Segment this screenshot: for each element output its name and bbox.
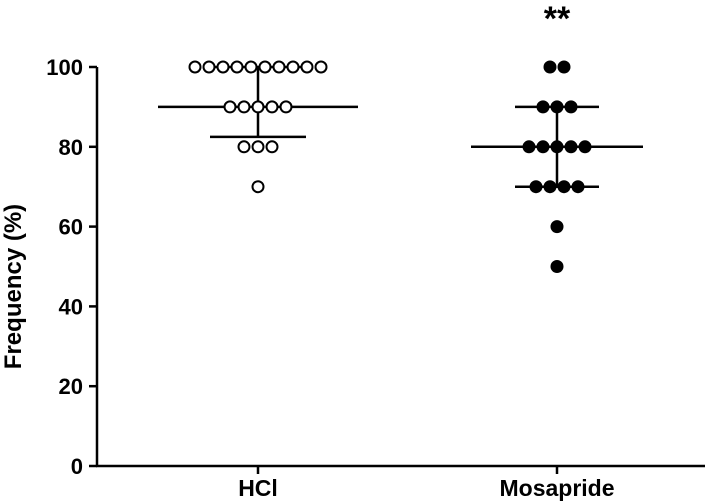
filled-data-point	[550, 100, 564, 114]
filled-data-point	[529, 180, 543, 194]
filled-data-point	[543, 60, 557, 74]
open-data-point	[286, 60, 300, 74]
filled-data-point	[550, 260, 564, 273]
open-data-point	[202, 60, 216, 74]
open-data-point	[237, 140, 251, 154]
filled-data-point	[564, 100, 578, 114]
filled-data-point	[557, 60, 571, 74]
open-data-point	[300, 60, 314, 74]
open-data-point	[230, 60, 244, 74]
open-data-point	[265, 140, 279, 154]
y-tick-label: 0	[71, 454, 83, 479]
significance-marker: **	[544, 0, 571, 38]
filled-data-point	[557, 180, 571, 194]
axes	[89, 65, 705, 474]
x-tick-label: HCl	[238, 475, 278, 501]
open-data-point	[251, 180, 265, 194]
filled-data-point	[536, 100, 550, 114]
y-axis-title: Frequency (%)	[0, 204, 27, 369]
filled-data-point	[536, 140, 550, 154]
chart-marks	[158, 60, 643, 273]
open-data-point	[251, 100, 265, 114]
chart-labels: 0 20 40 60 80 100 HCl Mosapride Frequency (%) **	[0, 0, 615, 501]
filled-data-point	[550, 140, 564, 154]
open-data-point	[279, 100, 293, 114]
filled-data-point	[571, 180, 585, 194]
y-tick-label: 40	[59, 294, 83, 319]
y-tick-label: 100	[46, 55, 83, 80]
filled-data-point	[550, 220, 564, 234]
x-tick-label: Mosapride	[499, 475, 614, 501]
filled-data-point	[564, 140, 578, 154]
open-data-point	[237, 100, 251, 114]
open-data-point	[272, 60, 286, 74]
open-data-point	[265, 100, 279, 114]
open-data-point	[258, 60, 272, 74]
open-data-point	[314, 60, 328, 74]
y-tick-label: 60	[59, 215, 83, 240]
open-data-point	[216, 60, 230, 74]
open-data-point	[251, 140, 265, 154]
open-data-point	[188, 60, 202, 74]
open-data-point	[244, 60, 258, 74]
y-tick-label: 20	[59, 374, 83, 399]
y-tick-label: 80	[59, 135, 83, 160]
open-data-point	[223, 100, 237, 114]
filled-data-point	[522, 140, 536, 154]
filled-data-point	[543, 180, 557, 194]
filled-data-point	[578, 140, 592, 154]
